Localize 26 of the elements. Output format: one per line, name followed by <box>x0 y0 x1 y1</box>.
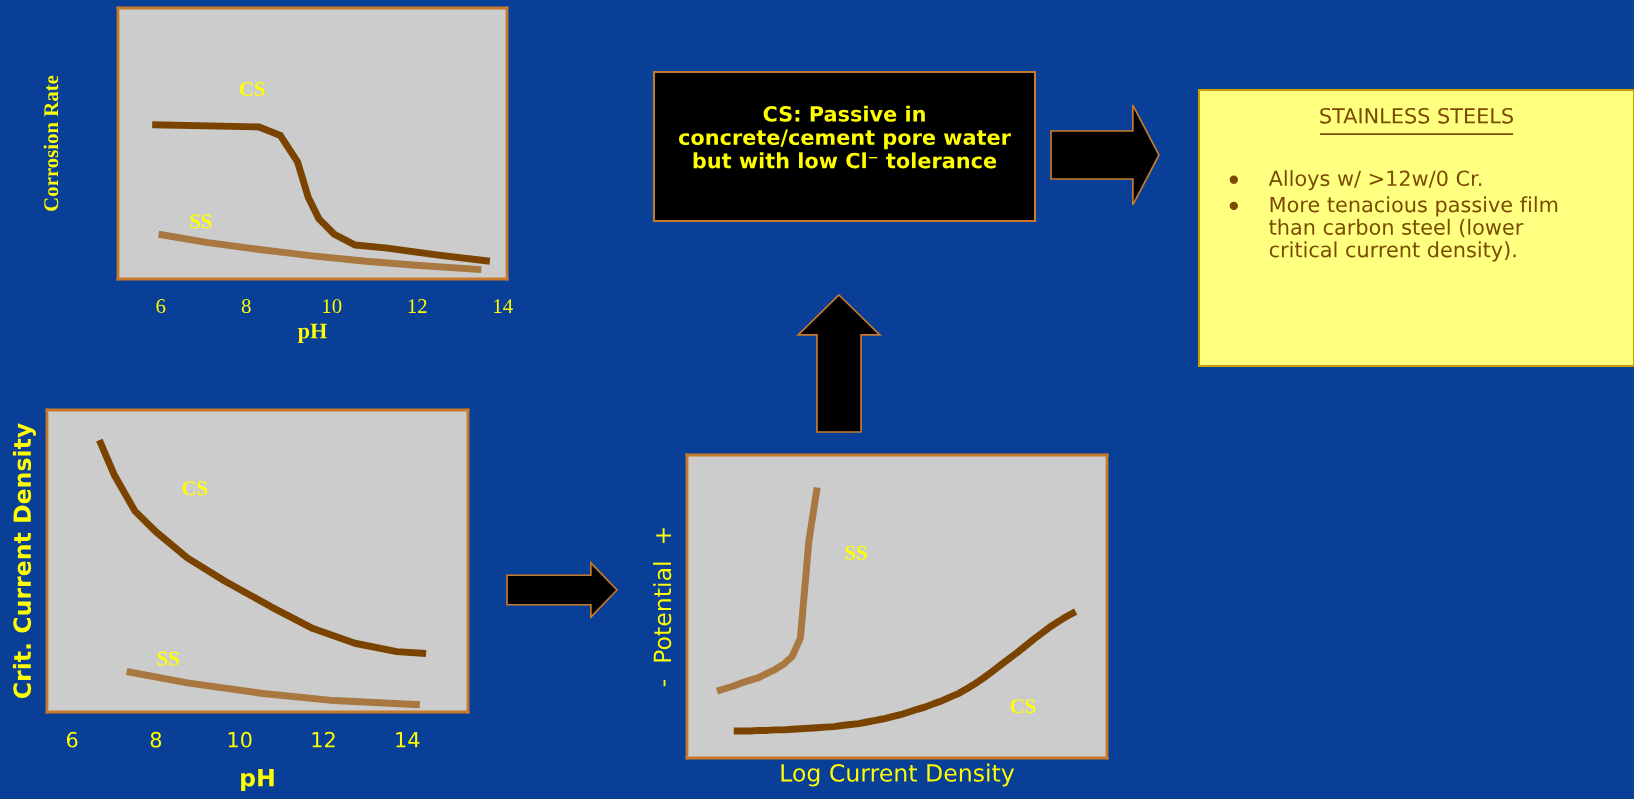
x-tick-label: 8 <box>150 731 162 748</box>
series-label: SS <box>190 214 212 229</box>
y-axis-title: Corrosion Rate <box>43 75 59 211</box>
series-label: CS <box>239 82 265 97</box>
text: Alloys w/ >12w/0 Cr. <box>1268 170 1482 191</box>
x-tick-label: 12 <box>312 731 335 748</box>
x-tick-label: 6 <box>156 299 166 314</box>
x-axis-title: Log Current Density <box>781 763 1015 787</box>
x-tick-label: 8 <box>241 299 251 314</box>
text: STAINLESS STEELS <box>1320 107 1513 124</box>
series-label: CS <box>1010 699 1036 714</box>
x-tick-label: 10 <box>323 299 342 314</box>
x-tick-label: 14 <box>396 732 420 748</box>
x-tick-label: 14 <box>494 299 513 313</box>
text: More tenacious passive film than carbon steel (lower critical current density). <box>1269 196 1558 262</box>
x-tick-label: 6 <box>66 731 78 748</box>
series-label: SS <box>157 651 179 666</box>
text: CS: Passive in concrete/cement pore water but with low Cl⁻ tolerance <box>678 105 1011 169</box>
x-tick-label: 10 <box>228 731 252 748</box>
x-axis-title: pH <box>297 323 327 344</box>
y-axis-title: Crit. Current Density <box>12 423 36 699</box>
x-tick-label: 12 <box>408 299 427 313</box>
series-label: SS <box>845 545 867 560</box>
y-axis-title: - Potential + <box>653 528 672 687</box>
x-axis-title: pH <box>241 769 274 792</box>
text: CS <box>182 481 208 496</box>
